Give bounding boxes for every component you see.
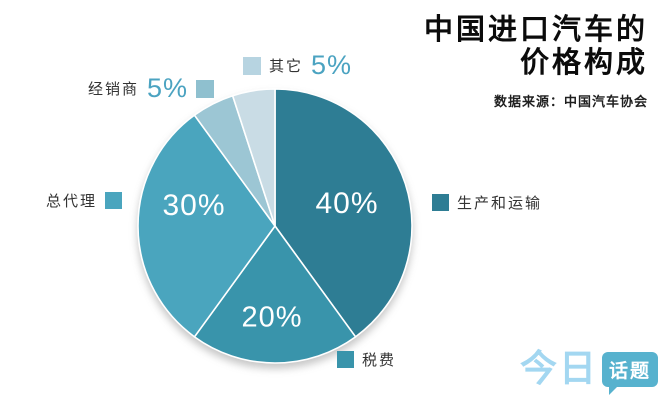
legend-others: 其它 5%	[243, 50, 352, 81]
legend-swatch-dealer	[196, 79, 215, 98]
legend-swatch-others	[243, 56, 261, 75]
legend-label-dealer: 经销商	[88, 81, 140, 98]
logo-brand-text: 今日	[520, 348, 598, 389]
legend-label-production: 生产和运输	[457, 195, 543, 212]
legend-swatch-production	[432, 194, 449, 211]
pie-chart	[137, 88, 413, 364]
pie-slice-5	[231, 88, 276, 227]
legend-swatch-general-agent	[105, 192, 123, 209]
title-block: 中国进口汽车的 价格构成 数据来源：中国汽车协会	[424, 14, 648, 110]
pie-pct-label-production: 40%	[315, 187, 379, 220]
legend-tax: 税费	[337, 349, 396, 370]
pie-slice-2	[193, 225, 357, 364]
pie-slice-1	[274, 88, 413, 338]
legend-swatch-tax	[337, 351, 354, 368]
logo-badge-bubble: 话题	[602, 351, 659, 395]
legend-label-general-agent: 总代理	[46, 193, 98, 210]
chart-title-line1: 中国进口汽车的	[423, 14, 648, 46]
legend-pct-others: 5%	[311, 50, 353, 80]
pie-pct-label-tax: 20%	[241, 301, 303, 334]
pie-pct-label-general-agent: 30%	[162, 189, 226, 222]
legend-general-agent: 总代理	[46, 190, 123, 211]
legend-label-others: 其它	[269, 58, 304, 75]
legend-pct-dealer: 5%	[147, 73, 189, 103]
data-source-note: 数据来源：中国汽车协会	[493, 94, 648, 109]
chart-title-line2: 价格构成	[519, 47, 648, 79]
legend-label-tax: 税费	[362, 352, 397, 369]
pie-slice-3	[137, 114, 276, 338]
logo-jinri-huati: 今日 话题	[520, 348, 659, 395]
legend-dealer: 经销商 5%	[88, 73, 215, 104]
legend-production: 生产和运输	[432, 192, 542, 213]
